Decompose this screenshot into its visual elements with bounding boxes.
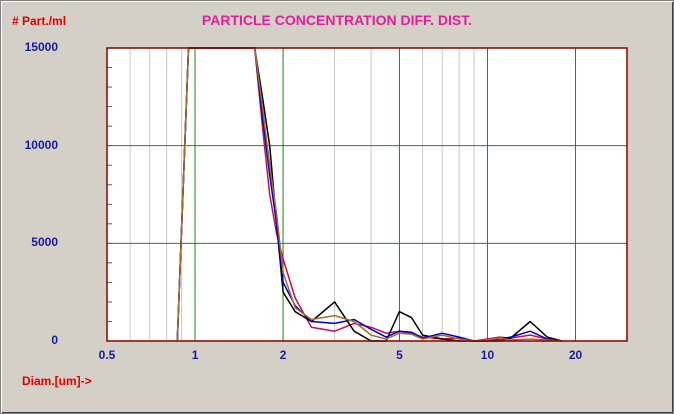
y-tick-label: 5000: [31, 235, 58, 250]
y-tick-label: 10000: [24, 137, 58, 152]
y-tick-label: 0: [51, 333, 58, 347]
plot-background: [107, 48, 627, 341]
x-tick-label: 10: [480, 348, 495, 362]
x-tick-label: 20: [568, 348, 583, 362]
y-tick-label: 15000: [24, 40, 58, 54]
series-line-1: [176, 47, 563, 342]
x-tick-label: 5: [396, 348, 403, 362]
y-axis-label: # Part./ml: [12, 14, 67, 28]
x-axis-label: Diam.[um]->: [22, 374, 92, 388]
x-tick-label: 2: [279, 348, 287, 362]
x-tick-label: 1: [191, 348, 199, 362]
series-line-3: [176, 47, 563, 342]
series-line-4: [176, 47, 563, 342]
chart-title: PARTICLE CONCENTRATION DIFF. DIST.: [201, 12, 473, 28]
plot-frame: [106, 47, 628, 342]
x-tick-label: 0.5: [98, 348, 116, 362]
